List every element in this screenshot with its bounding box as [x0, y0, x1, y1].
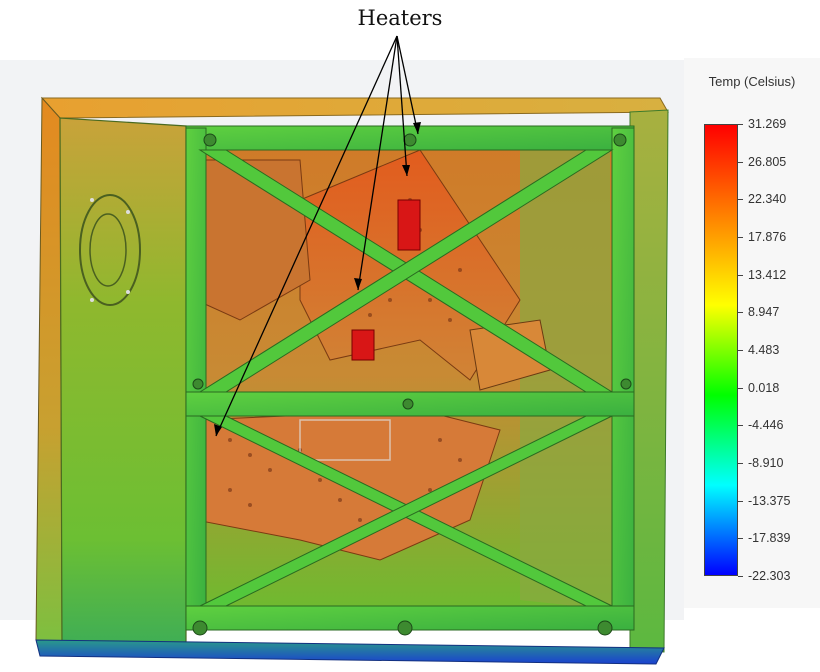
legend-color-bar [704, 124, 738, 576]
legend-value-label: 26.805 [748, 154, 787, 169]
legend-value-label: 22.340 [748, 192, 787, 207]
base-plate [35, 639, 665, 665]
heater-block-upper [397, 199, 421, 251]
legend-value-label: -22.303 [748, 569, 791, 583]
legend-tick [738, 425, 743, 427]
heater-callout-arrows [215, 35, 419, 437]
circular-port [79, 194, 141, 306]
legend-tick [738, 387, 743, 389]
legend-value-label: 31.269 [748, 117, 787, 131]
component-bracket [299, 419, 391, 461]
legend-tick [738, 312, 743, 314]
heater-block-middle [351, 329, 375, 361]
legend-value-label: 0.018 [748, 380, 780, 395]
legend-tick [738, 500, 743, 502]
legend-title: Temp (Celsius) [708, 74, 796, 89]
legend-value-label: -4.446 [748, 418, 784, 433]
frame-fasteners [192, 133, 632, 636]
legend-value-label: 17.876 [748, 230, 787, 244]
legend-value-label: 13.412 [748, 267, 787, 282]
legend-value-label: -8.910 [748, 456, 784, 470]
right-wall [629, 109, 669, 653]
legend-tick [738, 124, 743, 125]
left-wall-panel [59, 117, 187, 646]
legend-tick [738, 576, 743, 577]
heaters-label: Heaters [357, 6, 443, 30]
legend-value-label: 8.947 [748, 305, 780, 320]
legend-tick [738, 199, 743, 201]
cross-braces [198, 149, 614, 607]
legend-tick [738, 463, 743, 464]
legend-tick [738, 538, 743, 540]
legend-tick [738, 350, 743, 351]
legend-tick [738, 161, 743, 163]
legend-value-label: 4.483 [748, 343, 780, 357]
temperature-legend: Temp (Celsius) 31.269 26.805 22.340 17.876 1… [684, 58, 820, 608]
legend-tick [738, 237, 743, 238]
legend-tick [738, 274, 743, 276]
legend-value-label: -13.375 [748, 493, 791, 508]
frame-rails [185, 125, 635, 631]
legend-value-label: -17.839 [748, 531, 791, 546]
enclosure-model [0, 35, 684, 665]
heater-callout-arrowheads [214, 122, 421, 436]
